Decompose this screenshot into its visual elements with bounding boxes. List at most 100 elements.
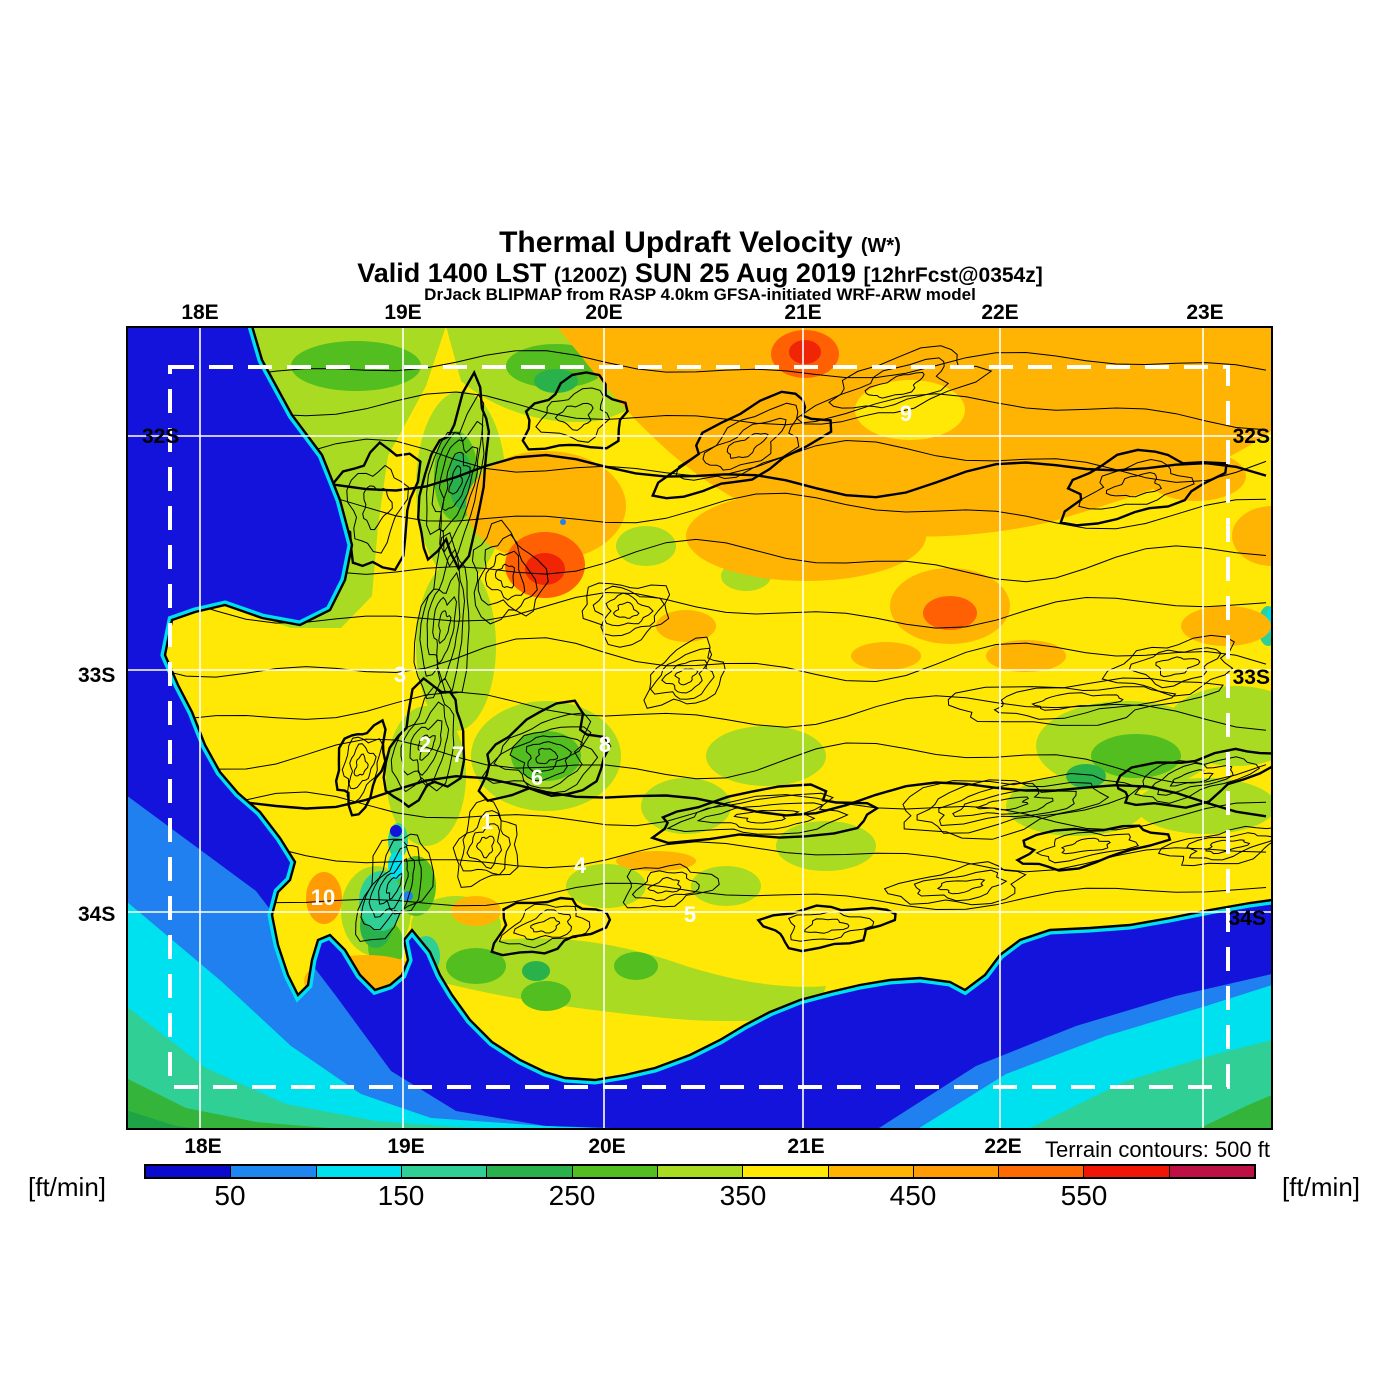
contour-line [481, 712, 599, 794]
lon-label-top-19e: 19E [384, 301, 422, 324]
contour-line [651, 390, 833, 500]
colorbar-segment-11 [1083, 1165, 1169, 1178]
terrain-contours-note: Terrain contours: 500 ft [1044, 1137, 1270, 1162]
ocean-band-cyan-sw [126, 901, 646, 1130]
lon-label-bottom-18e: 18E [184, 1135, 222, 1158]
contour-line [348, 743, 377, 790]
map-canvas: 32S 32S 33S 34S 1 2 3 4 5 6 7 8 9 10 [126, 326, 1273, 1130]
contour-line [494, 563, 515, 589]
contour-line [165, 738, 1267, 784]
colorbar [144, 1164, 1256, 1179]
lat-label-map-right-33s: 33S [1233, 666, 1270, 689]
colorbar-tick-150: 150 [377, 1180, 425, 1211]
site-marker-1: 1 [481, 809, 493, 834]
contour-line [353, 753, 369, 777]
colorbar-segment-12 [1168, 1165, 1256, 1178]
contour-line [674, 668, 699, 686]
contour-line [471, 519, 549, 625]
contour-line [581, 582, 671, 648]
lat-label-left-33s: 33S [78, 664, 116, 687]
lon-label-bottom-22e: 22E [984, 1135, 1022, 1158]
contour-line [1128, 647, 1222, 689]
model-domain-box [168, 365, 1230, 1089]
ocean-band-darkgreen-corner [126, 1110, 206, 1130]
contour-line [938, 782, 1077, 827]
contour-line [165, 774, 1267, 818]
contour-line [416, 369, 491, 571]
lon-label-bottom-20e: 20E [588, 1135, 626, 1158]
ocean-band-green-se [1196, 1095, 1272, 1130]
contour-line [936, 878, 986, 895]
colorbar-segment-9 [912, 1165, 999, 1178]
colorbar-segment-10 [998, 1165, 1084, 1178]
colorbar-tick-350: 350 [719, 1180, 767, 1211]
colorbar-tick-250: 250 [548, 1180, 596, 1211]
terrain-contour-lines [165, 345, 1272, 957]
contour-line [417, 734, 436, 761]
contour-line [1186, 832, 1272, 861]
contour-line [726, 432, 769, 459]
contour-line [466, 823, 503, 870]
contour-line [696, 802, 825, 830]
contour-line [431, 420, 484, 554]
contour-line [787, 911, 875, 942]
contour-line [400, 701, 450, 788]
page-title: Thermal Updraft Velocity (W*) [0, 226, 1400, 260]
colorbar-tick-450: 450 [889, 1180, 937, 1211]
contour-line [432, 596, 458, 666]
contour-line [649, 647, 715, 700]
contour-line [902, 772, 1141, 840]
contour-line [554, 402, 594, 431]
lat-label-left-34s: 34S [78, 903, 116, 926]
contour-line [592, 585, 665, 637]
ocean-band-teal-sw [126, 1006, 516, 1130]
title-main: Thermal Updraft Velocity [499, 226, 853, 259]
contour-line [385, 872, 403, 901]
contour-line [521, 371, 629, 451]
contour-line [675, 402, 800, 481]
contour-line [649, 783, 880, 845]
forecast-tag: [12hrFcst@0354z] [863, 264, 1043, 287]
contour-line [459, 810, 511, 876]
lon-label-top-18e: 18E [181, 301, 219, 324]
colorbar-segment-2 [315, 1165, 401, 1178]
colorbar-tick-50: 50 [214, 1180, 246, 1211]
ocean-band-green-sw [126, 1078, 356, 1130]
colorbar-segment-6 [656, 1165, 743, 1178]
model-line: DrJack BLIPMAP from RASP 4.0km GFSA-init… [424, 285, 976, 304]
contour-line [438, 610, 452, 645]
lon-label-top-20e: 20E [585, 301, 623, 324]
contour-line [603, 592, 654, 627]
contour-line [1060, 837, 1112, 855]
lon-label-top-22e: 22E [981, 301, 1019, 324]
map-frame [126, 326, 1273, 1130]
valid-date: SUN 25 Aug 2019 [634, 258, 856, 288]
colorbar-segment-7 [742, 1165, 828, 1178]
contour-line [378, 857, 409, 911]
contour-line [509, 735, 585, 782]
valid-zulu: (1200Z) [553, 264, 628, 287]
contour-line [535, 747, 559, 765]
site-marker-3: 3 [394, 662, 406, 687]
contour-line [756, 904, 897, 953]
contour-line [883, 861, 1027, 906]
updraft-colour-patches [225, 326, 1272, 1021]
site-markers: 1 2 3 4 5 6 7 8 9 10 [311, 401, 912, 927]
site-marker-4: 4 [574, 853, 587, 878]
contour-line [334, 718, 387, 817]
title-units-tag: (W*) [860, 235, 901, 257]
contour-line [1031, 692, 1124, 711]
site-marker-2: 2 [419, 732, 431, 757]
colorbar-segment-0 [145, 1165, 231, 1178]
contour-line [525, 741, 573, 773]
site-marker-6: 6 [531, 765, 543, 790]
forecast-map: 32S 32S 33S 34S 1 2 3 4 5 6 7 8 9 10 [126, 326, 1273, 1130]
contour-line [1035, 831, 1139, 864]
contour-line [828, 357, 950, 409]
lat-label-map-left-32s: 32S [142, 425, 179, 448]
contour-line [165, 791, 1267, 831]
colorbar-segment-4 [486, 1165, 572, 1178]
contour-line [477, 699, 612, 803]
contour-line [165, 839, 1267, 873]
